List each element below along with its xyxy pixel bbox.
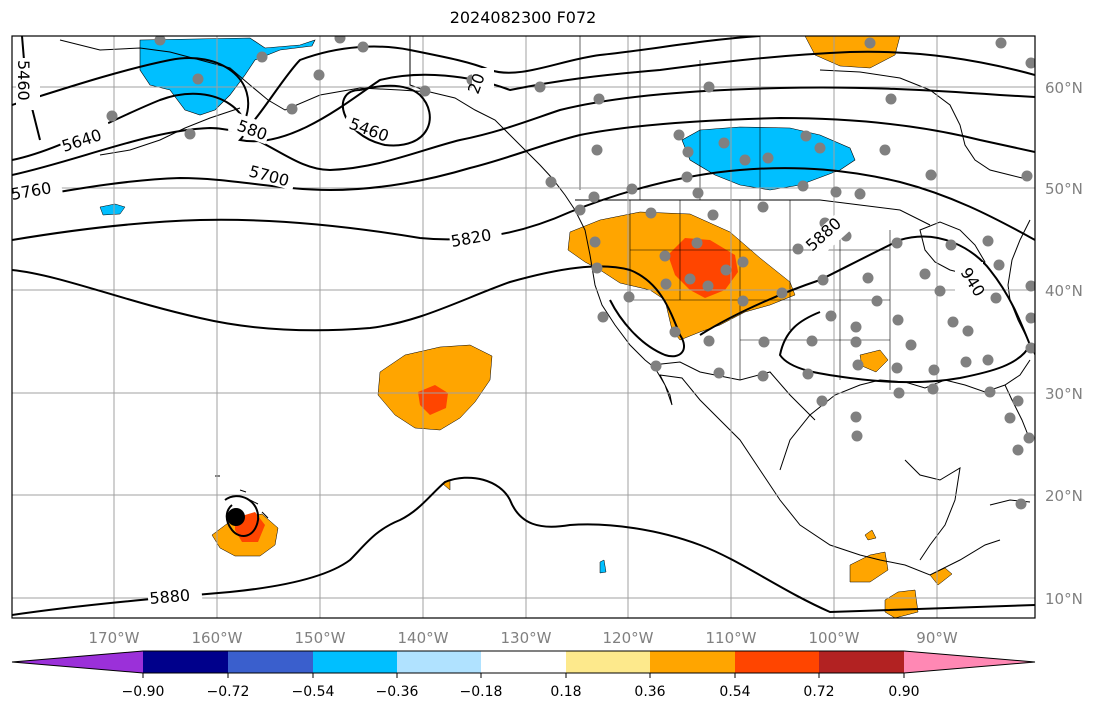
coast-west-us <box>574 209 656 369</box>
anomaly-central-am-orange-4 <box>864 529 877 541</box>
contour-5880-south <box>12 476 1035 616</box>
colorbar-tick: 0.54 <box>719 684 750 700</box>
contour-5700 <box>12 86 1035 176</box>
lat-tick: 30°N <box>1045 385 1083 403</box>
lon-tick: 130°W <box>501 629 552 647</box>
anomaly-small-blue-2 <box>599 559 607 574</box>
colorbar-extend-right <box>904 651 1035 673</box>
map-title: 2024082300 F072 <box>449 8 597 27</box>
colorbar-segment <box>566 651 650 673</box>
anomaly-central-am-orange-3 <box>884 589 919 618</box>
lon-tick: 120°W <box>603 629 654 647</box>
contour-hawaii-low <box>224 495 260 537</box>
colorbar-tick: 0.36 <box>634 684 665 700</box>
lon-tick: 150°W <box>295 629 346 647</box>
anomaly-small-blue-1 <box>99 203 126 216</box>
contour-5760 <box>12 116 1035 201</box>
contour-5820 <box>12 167 1035 241</box>
lat-tick-labels: 60°N 50°N 40°N 30°N 20°N 10°N <box>1045 79 1083 608</box>
colorbar-segment <box>481 651 566 673</box>
colorbar-segment <box>228 651 313 673</box>
colorbar-tick: 0.72 <box>803 684 834 700</box>
station-markers <box>106 36 1035 510</box>
map-frame <box>11 35 1036 619</box>
lat-tick: 10°N <box>1045 590 1083 608</box>
lat-tick: 50°N <box>1045 180 1083 198</box>
colorbar-tick: 0.90 <box>888 684 919 700</box>
lat-tick: 20°N <box>1045 487 1083 505</box>
colorbar-segment <box>650 651 735 673</box>
colorbar-tick: −0.54 <box>292 684 335 700</box>
contour-5580 <box>12 36 761 129</box>
colorbar: −0.90 −0.72 −0.54 −0.36 −0.18 0.18 0.36 … <box>11 650 1036 700</box>
colorbar-segment <box>819 651 904 673</box>
contour-5640 <box>12 50 1035 161</box>
lon-tick: 160°W <box>192 629 243 647</box>
coast-gulf <box>779 359 1031 471</box>
contour-label: 5880 <box>149 586 191 608</box>
coast-hudson <box>819 69 1031 181</box>
lon-tick: 100°W <box>809 629 860 647</box>
colorbar-tick: 0.18 <box>550 684 581 700</box>
lon-tick: 140°W <box>398 629 449 647</box>
colorbar-segment <box>397 651 481 673</box>
coast-yucatan <box>904 459 961 561</box>
lat-tick: 60°N <box>1045 79 1083 97</box>
map-background <box>12 36 1035 618</box>
colorbar-tick: −0.18 <box>460 684 503 700</box>
lon-tick: 90°W <box>916 629 958 647</box>
lon-tick: 170°W <box>89 629 140 647</box>
contour-5880-ring <box>12 265 685 358</box>
contour-5460-low <box>341 84 431 147</box>
colorbar-segment <box>313 651 397 673</box>
contour-label: 5460 <box>14 60 33 101</box>
colorbar-tick: −0.36 <box>376 684 419 700</box>
coast-alaska <box>59 39 576 211</box>
colorbar-segment <box>143 651 228 673</box>
border-provinces <box>579 36 761 200</box>
lon-tick-labels: 170°W 160°W 150°W 140°W 130°W 120°W 110°… <box>89 629 958 647</box>
colorbar-segment <box>735 651 819 673</box>
storm-center-marker <box>227 508 245 526</box>
coast-baja <box>654 367 1001 576</box>
lat-tick: 40°N <box>1045 282 1083 300</box>
height-contours <box>12 36 1035 616</box>
colorbar-extend-left <box>12 651 143 673</box>
lon-tick: 110°W <box>706 629 757 647</box>
colorbar-tick: −0.90 <box>122 684 165 700</box>
colorbar-tick: −0.72 <box>207 684 250 700</box>
coast-aleutians <box>99 107 241 156</box>
coastlines <box>59 36 1035 576</box>
anomaly-west-us-red <box>668 238 738 298</box>
